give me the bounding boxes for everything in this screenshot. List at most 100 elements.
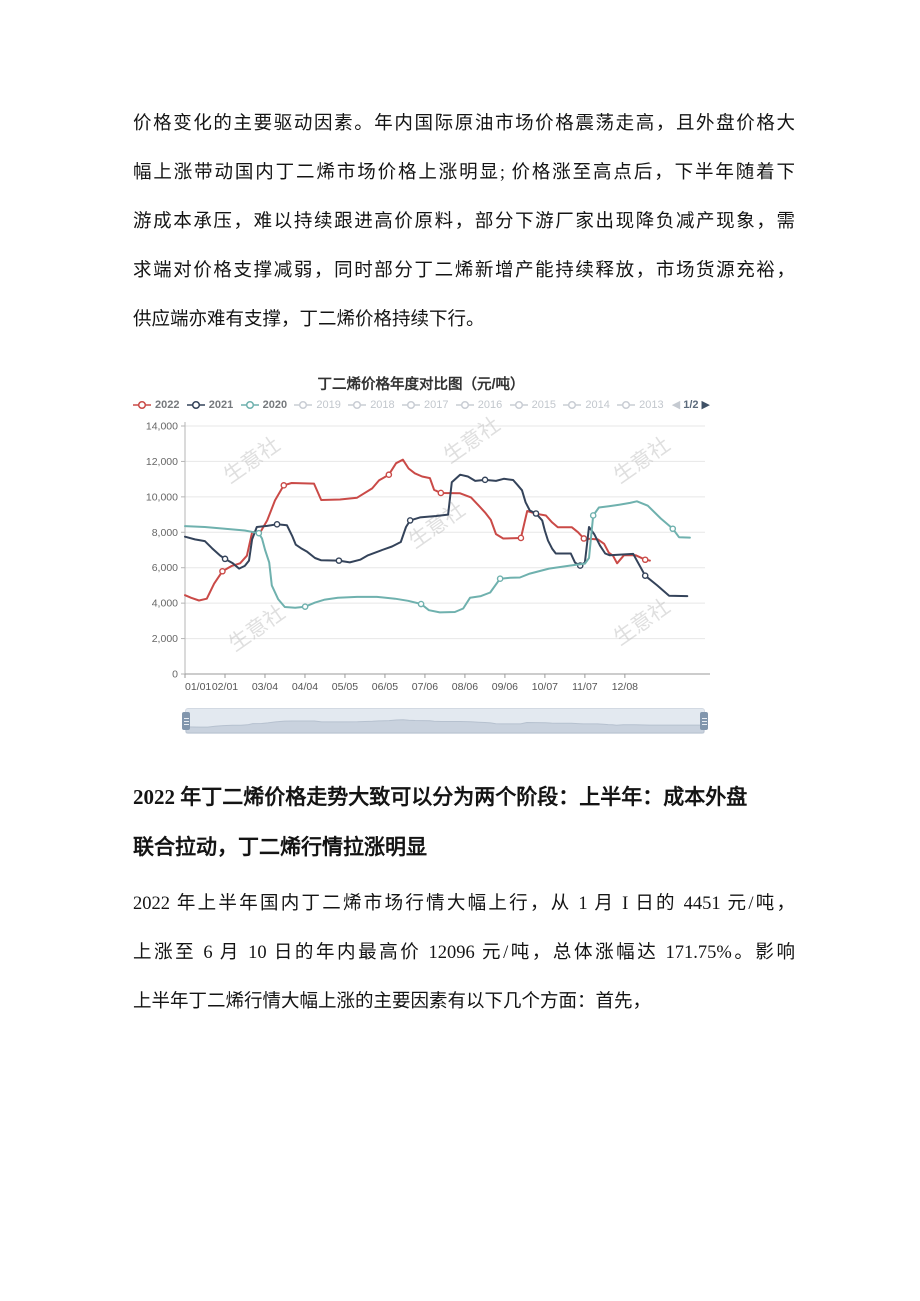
text-line: 上半年丁二烯行情大幅上涨的主要因素有以下几个方面：首先，: [133, 992, 652, 1012]
legend-marker-icon: [186, 400, 205, 410]
legend-item-label: 2019: [316, 399, 341, 411]
data-point-marker: [219, 567, 226, 575]
legend-pager: ◀ 1/2 ▶: [672, 399, 710, 411]
data-point-marker: [669, 525, 677, 533]
x-tick-label: 03/04: [252, 681, 278, 693]
chart-title: 丁二烯价格年度对比图（元/吨）: [317, 377, 525, 393]
data-point-marker: [496, 575, 504, 582]
legend-marker-icon: [240, 400, 259, 410]
text-line: 价格变化的主要驱动因素。年内国际原油市场价格震荡走高，且外盘价格大: [133, 114, 795, 134]
data-point-marker: [385, 471, 393, 479]
x-tick-label: 11/07: [572, 681, 598, 693]
legend-item-label: 2017: [423, 399, 449, 411]
section-heading: 2022 年丁二烯价格走势大致可以分为两个阶段：上半年：成本外盘 联合拉动，丁二…: [133, 772, 795, 872]
x-tick-label: 01/01: [185, 681, 211, 693]
legend-item-2018[interactable]: 2018: [347, 399, 395, 411]
legend-marker-icon: [401, 400, 420, 410]
watermark: 生意社: [220, 433, 285, 488]
legend-item-label: 2014: [585, 399, 610, 411]
legend-item-2019[interactable]: 2019: [293, 399, 341, 411]
data-point-marker: [273, 521, 281, 528]
x-tick-label: 12/08: [612, 681, 638, 693]
y-tick-label: 12,000: [146, 456, 178, 468]
x-tick-label: 10/07: [532, 681, 558, 693]
legend-item-2013[interactable]: 2013: [616, 399, 664, 411]
slider-overview-wave: [186, 719, 704, 733]
x-tick-label: 06/05: [372, 681, 398, 693]
y-tick-label: 6,000: [152, 562, 178, 574]
y-tick-label: 8,000: [152, 527, 178, 539]
heading-line: 联合拉动，丁二烯行情拉涨明显: [133, 835, 427, 859]
x-tick-label: 08/06: [452, 681, 478, 693]
legend-prev-icon[interactable]: ◀: [671, 398, 681, 411]
data-point-marker: [417, 600, 425, 608]
legend-item-label: 2022: [155, 399, 180, 411]
line-chart-plot: 0 2,000 4,000 6,000 8,000 10,000 12,000 14,000 0…: [146, 414, 710, 693]
data-point-marker: [532, 510, 540, 517]
legend-item-2017[interactable]: 2017: [401, 399, 448, 411]
legend-items: 2022 2021 2020 2019 2018 2017 2016 2015 2014 2013: [132, 399, 664, 411]
legend-item-2021[interactable]: 2021: [186, 399, 233, 411]
y-tick-label: 4,000: [152, 598, 178, 610]
legend-page-indicator: 1/2: [683, 399, 699, 411]
data-point-marker: [221, 555, 229, 563]
legend-marker-icon: [563, 400, 582, 410]
x-tick-label: 04/04: [292, 681, 318, 693]
text-line: 幅上涨带动国内丁二烯市场价格上涨明显; 价格涨至高点后，下半年随着下: [133, 163, 795, 183]
chart-legend: 2022 2021 2020 2019 2018 2017 2016 2015 2014 2013…: [130, 396, 712, 414]
text-line: 求端对价格支撑减弱，同时部分丁二烯新增产能持续释放，市场货源充裕，: [133, 261, 795, 281]
legend-marker-icon: [455, 400, 474, 410]
legend-item-2022[interactable]: 2022: [132, 399, 179, 411]
legend-marker-icon: [133, 400, 151, 410]
data-point-marker: [280, 482, 288, 489]
y-tick-label: 0: [172, 669, 178, 681]
data-point-marker: [481, 476, 489, 484]
watermark: 生意社: [440, 414, 505, 468]
data-point-marker: [580, 535, 588, 542]
datazoom-slider[interactable]: [182, 708, 708, 734]
data-point-marker: [641, 572, 649, 579]
legend-item-2014[interactable]: 2014: [562, 399, 610, 411]
legend-item-label: 2018: [370, 399, 395, 411]
price-comparison-chart: 丁二烯价格年度对比图（元/吨） 2022 2021 2020 2019 2018 2017…: [130, 374, 712, 734]
x-tick-label: 07/06: [412, 681, 438, 693]
paragraph-first-half: 2022 年上半年国内丁二烯市场行情大幅上行，从 1 月 I 日的 4451 元…: [133, 880, 795, 1027]
slider-wave-path: [186, 719, 704, 733]
series-line-2020: [184, 500, 691, 614]
watermark: 生意社: [610, 433, 675, 488]
data-point-marker: [437, 489, 445, 497]
text-line: 供应端亦难有支撑，丁二烯价格持续下行。: [133, 310, 485, 330]
heading-line: 2022 年丁二烯价格走势大致可以分为两个阶段：上半年：成本外盘: [133, 785, 748, 809]
y-tick-label: 10,000: [146, 491, 178, 503]
x-tick-label: 09/06: [492, 681, 518, 693]
legend-item-2015[interactable]: 2015: [509, 399, 556, 411]
text-line: 2022 年上半年国内丁二烯市场行情大幅上行，从 1 月 I 日的 4451 元…: [133, 894, 795, 914]
legend-item-2020[interactable]: 2020: [240, 399, 287, 411]
legend-marker-icon: [348, 400, 367, 410]
legend-item-label: 2013: [639, 399, 664, 411]
slider-right-handle[interactable]: [700, 712, 708, 730]
y-tick-label: 2,000: [152, 633, 178, 645]
watermark: 生意社: [225, 601, 290, 656]
text-line: 游成本承压，难以持续跟进高价原料，部分下游厂家出现降负减产现象，需: [133, 212, 795, 232]
data-point-marker: [335, 557, 343, 564]
data-point-marker: [301, 603, 309, 610]
data-point-marker: [641, 556, 649, 564]
paragraph-intro: 价格变化的主要驱动因素。年内国际原油市场价格震荡走高，且外盘价格大 幅上涨带动国…: [133, 100, 795, 345]
text-line: 上涨至 6 月 10 日的年内最高价 12096 元/吨，总体涨幅达 171.7…: [133, 943, 795, 963]
x-tick-label: 05/05: [332, 681, 358, 693]
data-point-marker: [255, 529, 263, 537]
slider-left-handle[interactable]: [182, 712, 190, 730]
legend-marker-icon: [294, 400, 313, 410]
legend-next-icon[interactable]: ▶: [701, 398, 710, 411]
data-point-marker: [517, 534, 525, 542]
data-point-marker: [589, 512, 597, 519]
legend-marker-icon: [509, 400, 528, 410]
legend-marker-icon: [617, 400, 636, 410]
legend-item-label: 2016: [477, 399, 503, 411]
legend-item-label: 2020: [262, 399, 288, 411]
x-tick-label: 02/01: [212, 681, 238, 693]
data-point-marker: [406, 517, 414, 524]
watermark: 生意社: [405, 498, 470, 553]
legend-item-2016[interactable]: 2016: [455, 399, 502, 411]
